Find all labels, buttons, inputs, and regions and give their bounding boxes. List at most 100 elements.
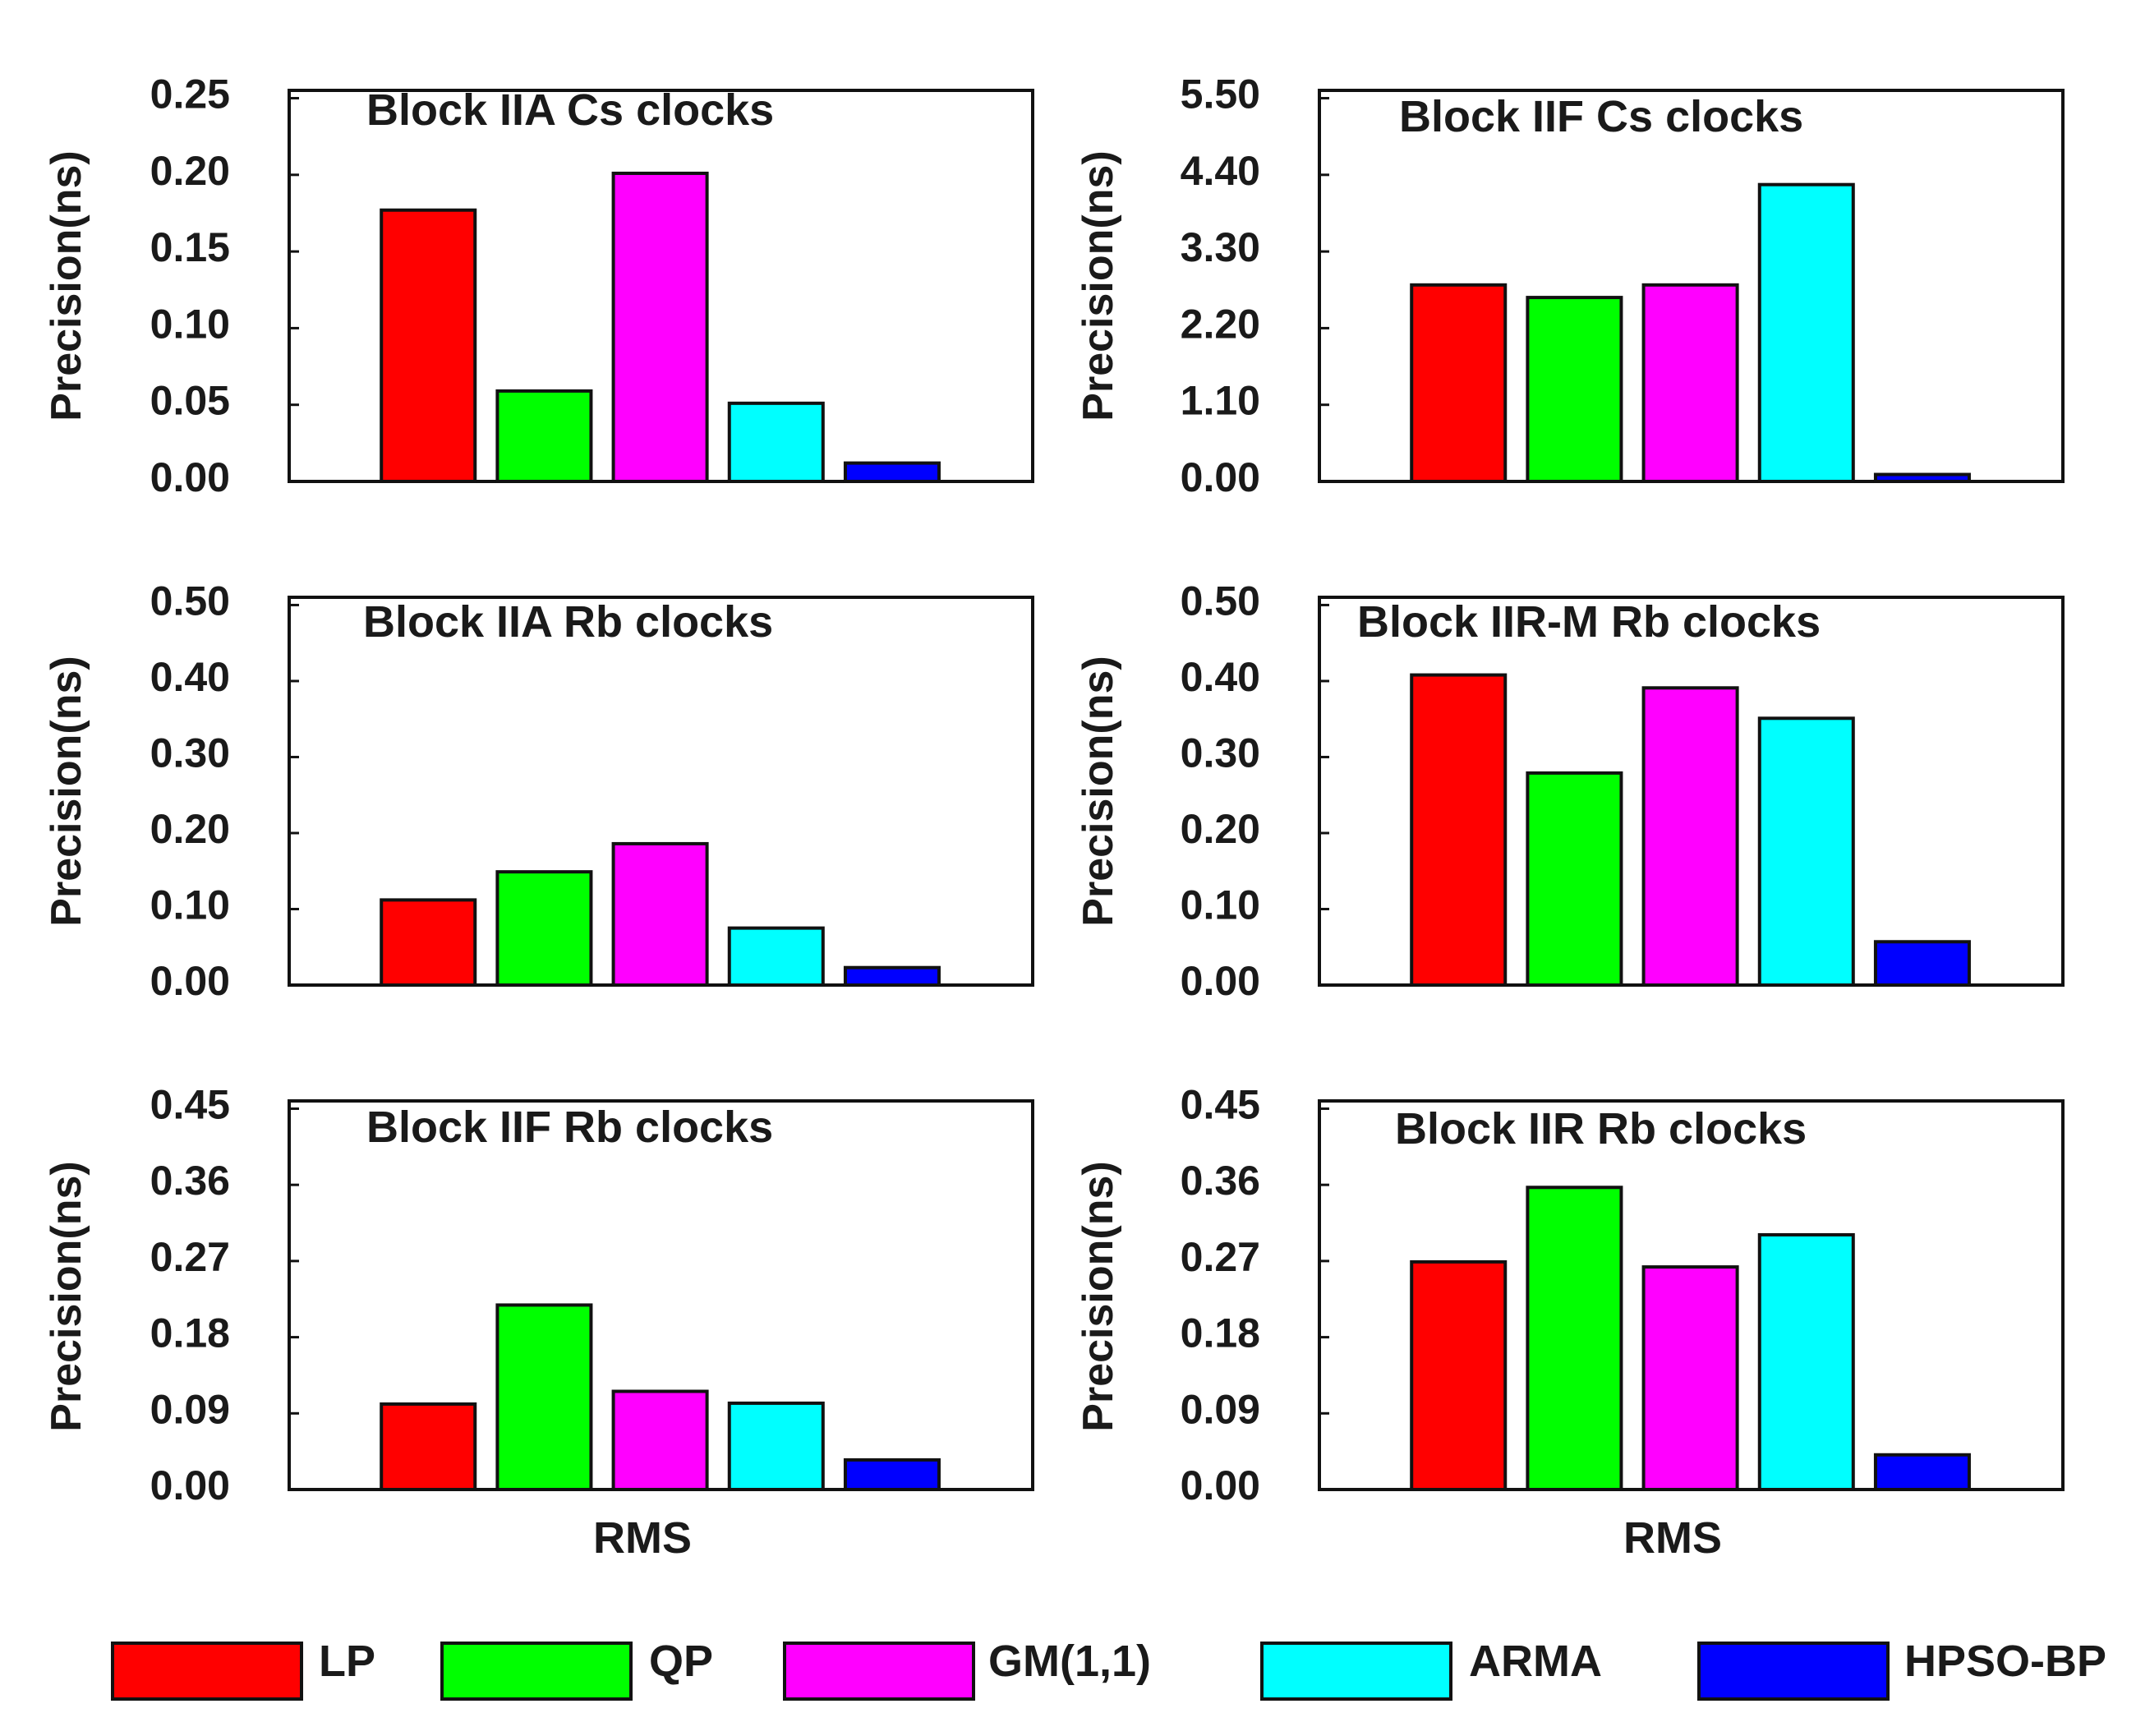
bar-arma [1757,716,1855,988]
y-tick-label: 0.09 [150,1386,230,1432]
y-tick-labels: 0.00 0.10 0.20 0.30 0.40 0.50 [1181,578,1329,1004]
y-tick-label: 0.36 [1181,1158,1260,1204]
y-tick-label: 0.10 [150,301,230,347]
chart-panel-block-iif-cs: Block IIF Cs clocks Precision(ns) 0.00 1.… [1075,71,2065,500]
y-tick-label: 4.40 [1181,148,1260,194]
y-tick-labels: 0.00 0.10 0.20 0.30 0.40 0.50 [150,578,299,1004]
y-tick-label: 0.10 [1181,882,1260,928]
y-tick-label: 0.50 [1181,578,1260,624]
y-tick-label: 0.18 [1181,1310,1260,1356]
bar-gm-1-1 [611,841,709,988]
legend-item-arma: ARMA [1260,1637,1602,1701]
bar-lp [380,1402,477,1492]
legend: LP QP GM(1,1) ARMA HPSO-BP [111,1637,2106,1701]
y-tick-label: 0.10 [150,882,230,928]
bars [1410,1186,1971,1492]
bar-qp [1526,296,1623,483]
y-tick-label: 0.20 [150,148,230,194]
y-tick-label: 0.00 [1181,1462,1260,1508]
legend-item-gm11: GM(1,1) [783,1637,1151,1701]
y-tick-label: 0.00 [150,454,230,500]
legend-item-hpso-bp: HPSO-BP [1697,1637,2106,1701]
y-tick-labels: 0.00 0.09 0.18 0.27 0.36 0.45 [1181,1081,1329,1508]
bar-arma [727,1401,825,1491]
y-tick-label: 0.00 [150,1462,230,1508]
legend-label: ARMA [1469,1637,1602,1686]
y-tick-label: 0.00 [1181,454,1260,500]
x-axis-label: RMS [593,1513,692,1563]
y-tick-label: 0.27 [150,1234,230,1280]
bar-gm-1-1 [1641,283,1739,483]
y-tick-labels: 0.00 1.10 2.20 3.30 4.40 5.50 [1181,71,1329,500]
bar-qp [495,1303,593,1492]
legend-swatch [783,1642,975,1701]
y-tick-label: 0.00 [1181,958,1260,1004]
bar-hpso-bp [843,1457,941,1492]
legend-label: LP [319,1637,375,1686]
y-tick-labels: 0.00 0.05 0.10 0.15 0.20 0.25 [150,71,299,500]
bar-arma [1757,1232,1855,1491]
y-axis-label: Precision(ns) [1075,1161,1122,1431]
legend-item-qp: QP [440,1637,713,1701]
y-tick-label: 5.50 [1181,71,1260,117]
y-axis-label: Precision(ns) [43,1161,90,1431]
bars [380,171,941,484]
y-tick-label: 0.45 [150,1081,230,1127]
chart-title: Block IIF Cs clocks [1399,92,1803,141]
y-tick-label: 3.30 [1181,224,1260,270]
legend-swatch [1260,1642,1452,1701]
bar-lp [380,208,477,484]
bar-lp [1410,283,1508,483]
bar-arma [1757,182,1855,483]
y-tick-label: 0.30 [150,730,230,776]
chart-title: Block IIF Rb clocks [366,1103,773,1152]
bar-lp [380,898,477,988]
bar-hpso-bp [1873,1453,1971,1491]
legend-label: QP [649,1637,713,1686]
y-tick-label: 0.50 [150,578,230,624]
y-tick-label: 0.45 [1181,1081,1260,1127]
bars [1410,182,1971,484]
chart-title: Block IIR-M Rb clocks [1357,597,1821,647]
legend-label: HPSO-BP [1904,1637,2106,1686]
y-axis-label: Precision(ns) [1075,150,1122,421]
bars [1410,673,1971,988]
bar-lp [1410,673,1508,987]
y-axis-label: Precision(ns) [43,656,90,926]
y-tick-label: 0.36 [150,1158,230,1204]
chart-title: Block IIA Rb clocks [363,597,773,647]
y-tick-label: 0.00 [150,958,230,1004]
y-axis-label: Precision(ns) [43,150,90,421]
legend-swatch [1697,1642,1890,1701]
legend-item-lp: LP [111,1637,375,1701]
bar-gm-1-1 [1641,686,1739,987]
bar-hpso-bp [1873,472,1971,484]
y-tick-label: 2.20 [1181,301,1260,347]
bars [380,1303,941,1492]
bar-qp [1526,1186,1623,1492]
legend-label: GM(1,1) [988,1637,1151,1686]
bar-gm-1-1 [611,1389,709,1491]
chart-panel-block-iia-cs: Block IIA Cs clocks Precision(ns) 0.000.… [43,71,1034,500]
chart-panel-block-iif-rb: Block IIF Rb clocks Precision(ns) RMS 0.… [43,1081,1034,1563]
y-axis-label: Precision(ns) [1075,656,1122,926]
y-tick-label: 0.40 [150,654,230,700]
bar-qp [495,870,593,987]
y-tick-label: 0.25 [150,71,230,117]
y-tick-label: 0.09 [1181,1386,1260,1432]
y-tick-label: 0.20 [1181,806,1260,852]
bar-arma [727,401,825,483]
bar-qp [495,389,593,483]
legend-swatch [440,1642,633,1701]
bar-hpso-bp [843,965,941,988]
bar-lp [1410,1259,1508,1492]
y-tick-label: 0.30 [1181,730,1260,776]
y-tick-label: 0.27 [1181,1234,1260,1280]
x-axis-label: RMS [1623,1513,1722,1563]
chart-panel-block-iir-rb: Block IIR Rb clocks Precision(ns) RMS 0.… [1075,1081,2065,1563]
bar-hpso-bp [1873,940,1971,988]
y-tick-labels: 0.00 0.09 0.18 0.27 0.36 0.45 [150,1081,299,1508]
chart-title: Block IIR Rb clocks [1395,1104,1807,1153]
bar-hpso-bp [843,461,941,483]
